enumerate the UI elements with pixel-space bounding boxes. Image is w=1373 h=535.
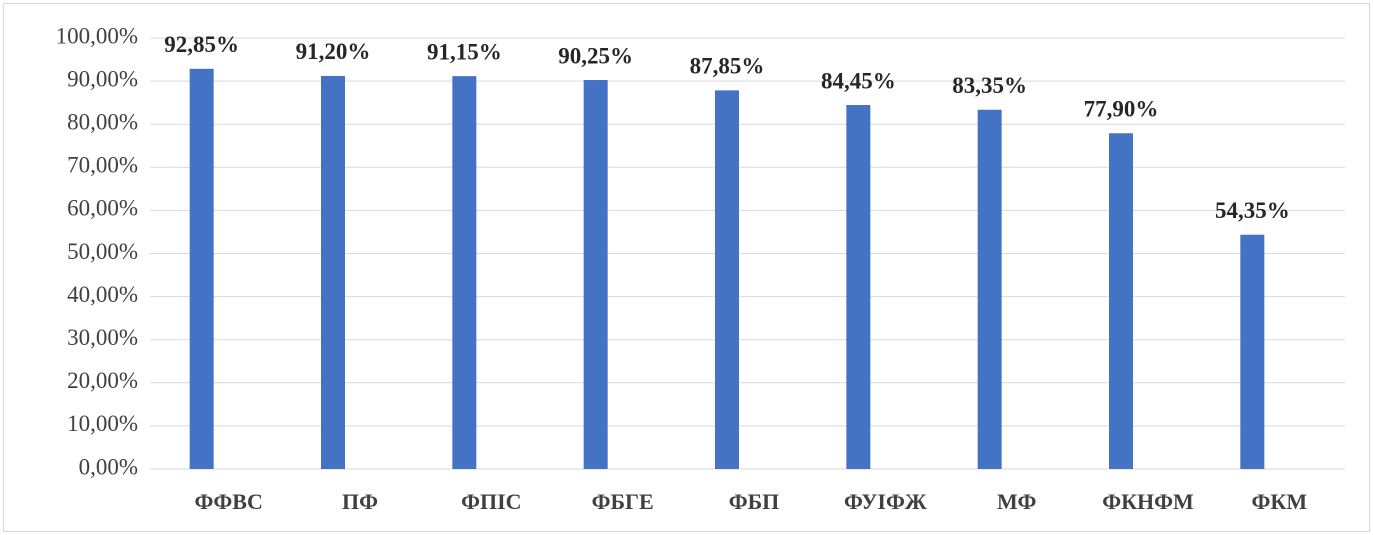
y-tick-label: 20,00% (67, 368, 138, 393)
y-tick-label: 70,00% (67, 153, 138, 178)
data-label: 91,15% (427, 39, 502, 64)
data-label: 92,85% (164, 32, 239, 57)
bar (977, 109, 1002, 469)
y-tick-label: 50,00% (67, 239, 138, 264)
data-label: 54,35% (1215, 198, 1290, 223)
y-tick-label: 0,00% (79, 454, 138, 479)
x-tick-label: ФПІС (461, 489, 521, 514)
data-label: 83,35% (952, 73, 1027, 98)
y-tick-label: 100,00% (56, 23, 138, 48)
bar (1240, 234, 1265, 469)
x-tick-label: ФКНФМ (1102, 489, 1194, 514)
y-tick-label: 90,00% (67, 66, 138, 91)
bar (583, 80, 608, 470)
bar (321, 75, 345, 469)
y-tick-label: 10,00% (67, 411, 138, 436)
bar (715, 90, 739, 469)
y-tick-label: 40,00% (67, 282, 138, 307)
x-tick-label: ФФВС (194, 489, 262, 514)
x-tick-label: МФ (997, 489, 1036, 514)
x-tick-label: ПФ (342, 489, 378, 514)
bar (846, 105, 871, 469)
y-tick-label: 80,00% (67, 109, 138, 134)
data-label: 84,45% (821, 68, 896, 93)
data-label: 91,20% (296, 39, 371, 64)
x-tick-label: ФБГЕ (592, 489, 654, 514)
y-tick-label: 30,00% (67, 325, 138, 350)
bar (452, 76, 477, 470)
x-tick-label: ФКМ (1252, 489, 1308, 514)
bar (1109, 133, 1133, 469)
bar (189, 68, 214, 469)
x-tick-label: ФБП (729, 489, 780, 514)
chart-border (3, 3, 1370, 532)
data-label: 90,25% (558, 43, 633, 68)
y-tick-label: 60,00% (67, 196, 138, 221)
data-label: 77,90% (1084, 97, 1159, 122)
data-label: 87,85% (690, 54, 765, 79)
x-tick-label: ФУІФЖ (844, 489, 927, 514)
